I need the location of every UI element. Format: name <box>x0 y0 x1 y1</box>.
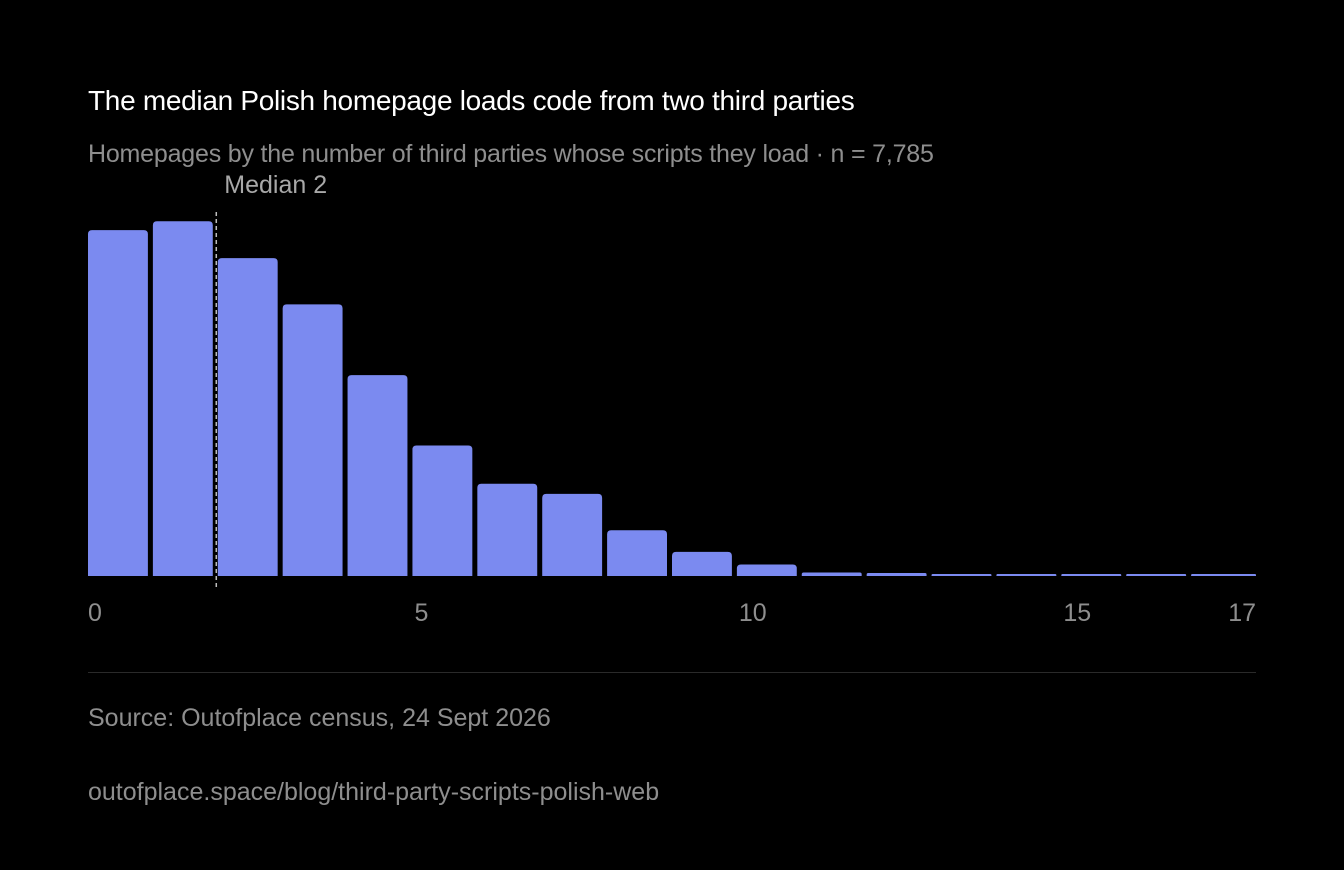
footer-divider <box>88 672 1256 673</box>
x-tick-label-5: 5 <box>414 599 428 627</box>
x-tick-label-10: 10 <box>739 599 767 627</box>
bar-17 <box>1191 574 1256 576</box>
x-tick-label-15: 15 <box>1063 599 1091 627</box>
bar-2 <box>217 258 278 576</box>
bar-7 <box>542 493 603 576</box>
bar-11 <box>801 572 862 576</box>
bar-10 <box>736 564 797 576</box>
chart-title: The median Polish homepage loads code fr… <box>88 85 855 116</box>
x-tick-label-17: 17 <box>1228 599 1256 627</box>
x-axis-ticks: 0 5 10 15 17 <box>88 599 1256 627</box>
x-tick-label-0: 0 <box>88 599 102 627</box>
bar-9 <box>672 551 732 576</box>
chart-subtitle: Homepages by the number of third parties… <box>88 140 934 168</box>
bar-1 <box>152 221 213 576</box>
bar-6 <box>477 483 538 576</box>
bar-14 <box>996 574 1057 576</box>
bar-chart: Median 2 0 5 10 15 17 <box>88 171 1256 627</box>
bar-12 <box>866 572 927 576</box>
bar-0 <box>88 230 148 576</box>
bar-4 <box>347 375 408 576</box>
bar-16 <box>1126 574 1187 576</box>
median-label: Median 2 <box>224 171 327 199</box>
median-group: Median 2 <box>215 171 327 588</box>
bar-5 <box>412 445 473 576</box>
source-note: Source: Outofplace census, 24 Sept 2026 <box>88 704 551 732</box>
bar-8 <box>607 530 667 576</box>
bar-13 <box>931 574 992 576</box>
bar-3 <box>282 304 343 576</box>
source-url: outofplace.space/blog/third-party-script… <box>88 778 660 806</box>
bars-group <box>88 221 1256 576</box>
bar-15 <box>1061 574 1122 576</box>
